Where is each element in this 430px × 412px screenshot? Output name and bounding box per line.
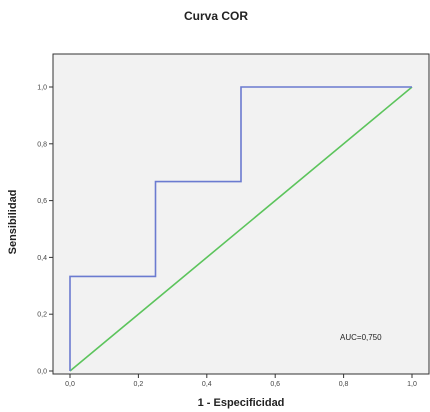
y-tick-label: 0,2 bbox=[37, 312, 47, 319]
y-tick-label: 0,8 bbox=[37, 141, 47, 148]
series-group bbox=[69, 86, 413, 372]
roc-curve-line bbox=[69, 86, 412, 371]
chart-title: Curva COR bbox=[184, 9, 248, 23]
y-tick-label: 0,6 bbox=[37, 198, 47, 205]
x-tick-label: 0,6 bbox=[270, 381, 280, 388]
x-tick-label: 0,2 bbox=[134, 381, 144, 388]
auc-annotation: AUC=0,750 bbox=[340, 333, 382, 342]
y-tick-label: 0,0 bbox=[37, 369, 47, 376]
x-tick-label: 0,0 bbox=[65, 381, 75, 388]
y-tick-label: 1,0 bbox=[37, 85, 47, 92]
y-tick-label: 0,4 bbox=[37, 255, 47, 262]
x-tick-label: 1,0 bbox=[407, 381, 417, 388]
axis-ticks: 0,0 0,2 0,4 0,6 0,8 1,0 0,0 0,2 0,4 0,6 0,8 1,0 bbox=[37, 85, 417, 389]
y-axis-title: Sensibilidad bbox=[7, 190, 19, 255]
x-tick-label: 0,4 bbox=[202, 381, 212, 388]
reference-diagonal-line bbox=[69, 86, 413, 372]
x-axis-title: 1 - Especificidad bbox=[198, 397, 285, 409]
x-tick-label: 0,8 bbox=[339, 381, 349, 388]
